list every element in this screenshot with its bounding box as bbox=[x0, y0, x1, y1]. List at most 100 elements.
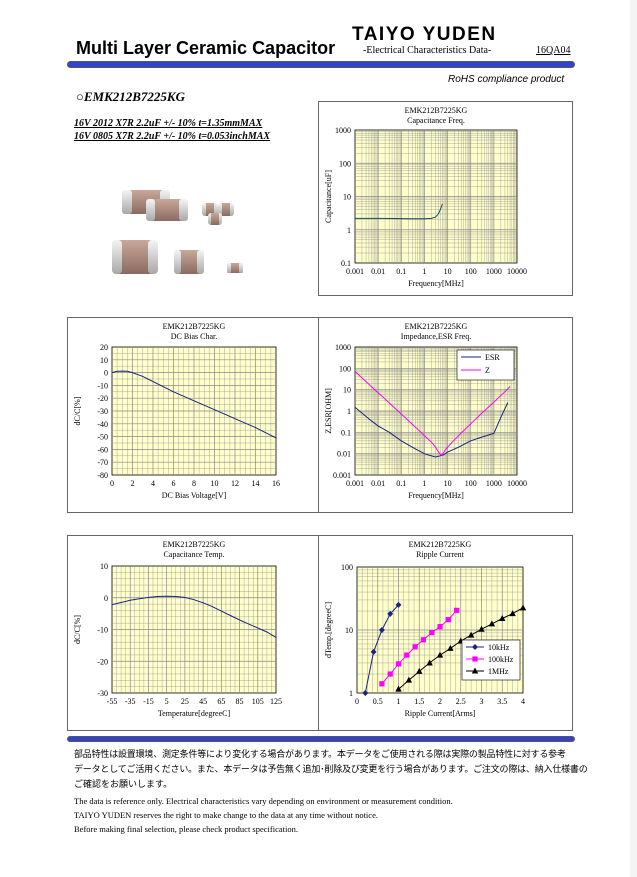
ripple-current-y-axis-label: dTemp.[degreeC] bbox=[324, 602, 333, 658]
ripple-current-series-1mhz-point bbox=[405, 676, 413, 683]
dc-bias-x-tick-label: 0 bbox=[110, 479, 114, 488]
chart-dc-bias: EMK212B7225KG DC Bias Char. 0 2 4 6 8 10 12 14 16 2… bbox=[67, 317, 322, 513]
ripple-current-x-tick-label: 1.5 bbox=[414, 697, 424, 706]
ripple-current-series-100khz-point bbox=[395, 661, 402, 667]
page-title: Multi Layer Ceramic Capacitor bbox=[76, 38, 336, 58]
capacitor-product-photo bbox=[112, 190, 243, 274]
capacitance-freq-y-tick-label: 100 bbox=[339, 159, 351, 168]
capacitance-temp-x-tick-label: -55 bbox=[107, 697, 118, 706]
dc-bias-y-tick-label: -60 bbox=[97, 445, 108, 454]
ripple-current-series-1mhz-point bbox=[467, 631, 475, 638]
capacitance-temp-x-tick-label: 5 bbox=[165, 697, 169, 706]
ripple-current-x-tick-label: 2.5 bbox=[456, 697, 466, 706]
ripple-current-legend-marker bbox=[472, 656, 478, 662]
ripple-current-x-tick-label: 4 bbox=[521, 697, 525, 706]
capacitance-temp-y-tick-label: -30 bbox=[97, 689, 108, 698]
capacitance-freq-x-tick-label: 0.001 bbox=[346, 267, 364, 276]
dc-bias-y-tick-label: 20 bbox=[100, 343, 108, 352]
chip-large-3 bbox=[112, 240, 158, 274]
ripple-current-series-1mhz-point bbox=[447, 644, 454, 651]
header-divider-bar bbox=[67, 61, 575, 68]
impedance-esr-y-tick-label: 0.001 bbox=[333, 471, 351, 480]
brand-logo-text: TAIYO YUDEN bbox=[352, 24, 497, 45]
ripple-current-title: EMK212B7225KG bbox=[409, 540, 472, 549]
ripple-current-series-1mhz-point bbox=[478, 625, 485, 632]
capacitance-temp-x-tick-label: 25 bbox=[181, 697, 189, 706]
capacitance-temp-x-tick-label: 45 bbox=[199, 697, 207, 706]
ripple-current-series-100khz-point bbox=[454, 607, 460, 613]
ripple-current-x-axis-label: Ripple Current[Arms] bbox=[405, 709, 476, 718]
chart-ripple-current: EMK212B7225KG Ripple Current 0 0.5 1 1.5 2 2.5 3… bbox=[318, 535, 573, 731]
capacitance-freq-x-tick-label: 0.01 bbox=[371, 267, 385, 276]
ripple-current-series-100khz-point bbox=[404, 652, 410, 658]
impedance-esr-y-tick-label: 1 bbox=[347, 407, 351, 416]
impedance-esr-x-axis-label: Frequency[MHz] bbox=[408, 491, 464, 500]
disclaimer-jp-2: データとしてご活用ください。また、本データは予告無く追加･削除及び変更を行う場合… bbox=[74, 764, 588, 774]
ripple-current-series-100khz-point bbox=[420, 637, 426, 643]
disclaimer-en-1: The data is reference only. Electrical c… bbox=[74, 796, 453, 806]
dc-bias-y-tick-label: 10 bbox=[100, 356, 108, 365]
chip-large-2 bbox=[146, 199, 188, 221]
capacitance-freq-y-tick-label: 10 bbox=[343, 193, 351, 202]
impedance-esr-x-tick-label: 0.01 bbox=[371, 479, 385, 488]
impedance-esr-x-tick-label: 10 bbox=[444, 479, 452, 488]
ripple-current-y-tick-label: 1 bbox=[349, 689, 353, 698]
capacitance-freq-x-tick-label: 1000 bbox=[486, 267, 502, 276]
impedance-esr-legend-box bbox=[456, 349, 515, 381]
chip-tiny bbox=[227, 263, 243, 273]
dc-bias-title: EMK212B7225KG bbox=[163, 322, 226, 331]
impedance-esr-x-tick-label: 100 bbox=[465, 479, 477, 488]
ripple-current-legend-label: 10kHz bbox=[488, 643, 510, 652]
impedance-esr-x-tick-label: 1 bbox=[422, 479, 426, 488]
ripple-current-series-1mhz-point bbox=[499, 615, 506, 622]
capacitance-freq-x-tick-label: 1 bbox=[422, 267, 426, 276]
dc-bias-x-tick-label: 14 bbox=[252, 479, 260, 488]
capacitance-freq-x-tick-label: 10000 bbox=[507, 267, 527, 276]
impedance-esr-series-z-line bbox=[355, 371, 511, 456]
dc-bias-x-tick-label: 16 bbox=[272, 479, 280, 488]
ripple-current-x-tick-label: 0 bbox=[355, 697, 359, 706]
part-number: ○EMK212B7225KG bbox=[76, 89, 185, 104]
ripple-current-series-100khz-point bbox=[379, 681, 385, 687]
capacitance-temp-series-0-line bbox=[112, 595, 276, 638]
ripple-current-x-tick-label: 1 bbox=[397, 697, 401, 706]
dc-bias-y-tick-label: 0 bbox=[104, 369, 108, 378]
capacitance-freq-y-tick-label: 1 bbox=[347, 226, 351, 235]
ripple-current-series-1mhz-point bbox=[416, 667, 423, 674]
ripple-current-legend-label: 100kHz bbox=[488, 655, 514, 664]
impedance-esr-title: EMK212B7225KG bbox=[405, 322, 468, 331]
chart-capacitance-freq: EMK212B7225KG Capacitance Freq. 0.001 0.01 0… bbox=[318, 101, 573, 296]
disclaimer-en-3: Before making final selection, please ch… bbox=[74, 824, 298, 834]
capacitance-freq-x-tick-label: 0.1 bbox=[396, 267, 406, 276]
ripple-current-y-tick-label: 10 bbox=[345, 626, 353, 635]
ripple-current-x-tick-label: 3.5 bbox=[497, 697, 507, 706]
ripple-current-legend-label: 1MHz bbox=[488, 667, 509, 676]
chip-small-1 bbox=[202, 203, 218, 216]
capacitance-temp-y-tick-label: -20 bbox=[97, 657, 108, 666]
ripple-current-x-tick-label: 0.5 bbox=[373, 697, 383, 706]
chip-small-2 bbox=[218, 203, 234, 216]
impedance-esr-subtitle: Impedance,ESR Freq. bbox=[401, 332, 471, 341]
disclaimer-en-2: TAIYO YUDEN reserves the right to make c… bbox=[74, 810, 378, 820]
footer-divider-bar bbox=[67, 736, 575, 742]
impedance-esr-series-esr-line bbox=[355, 402, 509, 458]
disclaimer-jp-3: ご確認をお願いします。 bbox=[74, 779, 173, 789]
ripple-current-series-10khz-point bbox=[370, 648, 377, 655]
ripple-current-series-100khz-line bbox=[381, 610, 457, 685]
dc-bias-y-tick-label: -30 bbox=[97, 407, 108, 416]
ripple-current-subtitle: Ripple Current bbox=[416, 550, 465, 559]
dc-bias-x-tick-label: 2 bbox=[131, 479, 135, 488]
ripple-current-x-tick-label: 3 bbox=[480, 697, 484, 706]
capacitance-temp-x-tick-label: 105 bbox=[252, 697, 264, 706]
capacitance-temp-y-tick-label: -10 bbox=[97, 626, 108, 635]
impedance-esr-x-tick-label: 0.001 bbox=[346, 479, 364, 488]
dc-bias-x-tick-label: 10 bbox=[211, 479, 219, 488]
capacitance-freq-subtitle: Capacitance Freq. bbox=[407, 116, 465, 125]
capacitance-temp-x-tick-label: -15 bbox=[143, 697, 154, 706]
capacitance-temp-title: EMK212B7225KG bbox=[163, 540, 226, 549]
ripple-current-series-1mhz-point bbox=[395, 685, 402, 692]
capacitance-freq-x-tick-label: 100 bbox=[465, 267, 477, 276]
